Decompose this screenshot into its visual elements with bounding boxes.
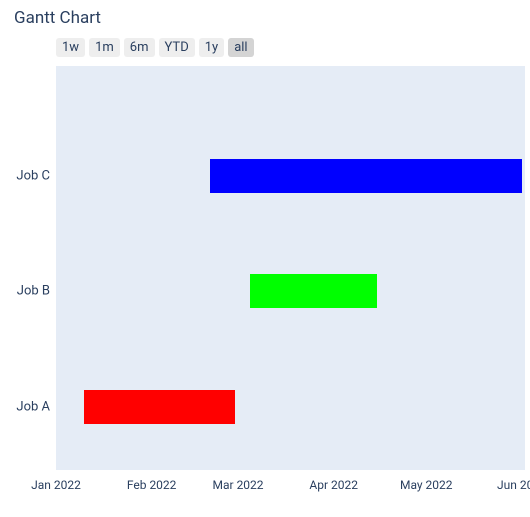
- range-selector: 1w1m6mYTD1yall: [56, 38, 254, 57]
- x-label: Mar 2022: [213, 478, 264, 492]
- range-button-1m[interactable]: 1m: [89, 38, 120, 57]
- range-button-6m[interactable]: 6m: [124, 38, 155, 57]
- plot-area: [56, 66, 525, 470]
- x-label: May 2022: [400, 478, 453, 492]
- gantt-bar-job-c[interactable]: [210, 159, 522, 193]
- y-label-job-b: Job B: [17, 284, 50, 299]
- x-label: Jan 2022: [31, 478, 81, 492]
- gantt-bar-job-b[interactable]: [250, 274, 377, 308]
- x-label: Feb 2022: [127, 478, 177, 492]
- gantt-chart-container: Gantt Chart 1w1m6mYTD1yall Jan 2022 Feb 2…: [0, 0, 530, 517]
- range-button-all[interactable]: all: [228, 38, 253, 57]
- y-label-job-a: Job A: [16, 399, 50, 414]
- x-label: Jun 2022: [497, 478, 530, 492]
- gantt-bar-job-a[interactable]: [84, 390, 235, 424]
- range-button-1y[interactable]: 1y: [199, 38, 224, 57]
- x-label: Apr 2022: [309, 478, 358, 492]
- y-label-job-c: Job C: [16, 168, 50, 183]
- range-button-1w[interactable]: 1w: [56, 38, 85, 57]
- chart-title: Gantt Chart: [14, 8, 101, 28]
- range-button-ytd[interactable]: YTD: [159, 38, 195, 57]
